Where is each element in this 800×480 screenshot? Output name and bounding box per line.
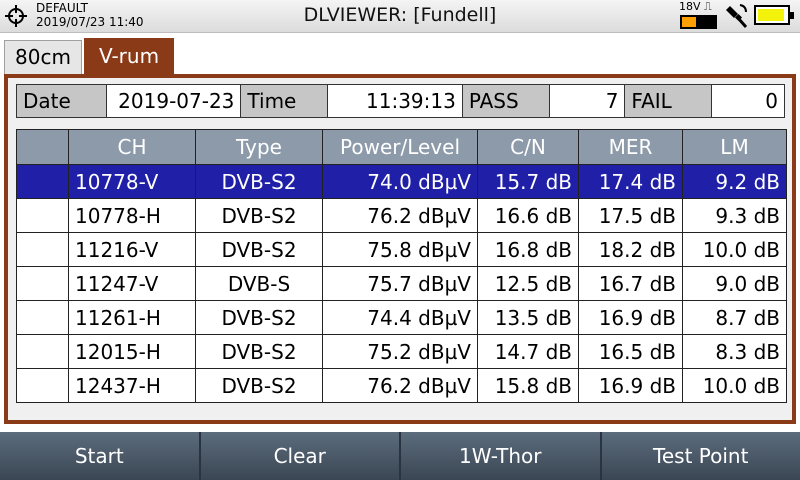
tab-v-rum[interactable]: V-rum (84, 38, 174, 74)
cell-mer: 17.4 dB (578, 164, 683, 199)
cell-type: DVB-S2 (195, 334, 323, 369)
table-row[interactable]: 11216-V DVB-S2 75.8 dBµV 16.8 dB 18.2 dB… (16, 232, 787, 267)
table-row[interactable]: 10778-V DVB-S2 74.0 dBµV 15.7 dB 17.4 dB… (16, 164, 787, 199)
cell-ch: 12015-H (68, 334, 196, 369)
time-label: Time (241, 85, 329, 117)
lnb-voltage: 18V (679, 0, 701, 13)
cell-cn: 15.7 dB (477, 164, 579, 199)
header-type[interactable]: Type (195, 129, 323, 165)
header-cn[interactable]: C/N (477, 129, 579, 165)
row-marker (16, 232, 69, 267)
cell-cn: 13.5 dB (477, 300, 579, 335)
fail-label: FAIL (625, 85, 713, 117)
cell-ch: 11261-H (68, 300, 196, 335)
cell-ch: 11247-V (68, 266, 196, 301)
cell-power: 76.2 dBµV (322, 198, 478, 233)
table-row[interactable]: 12015-H DVB-S2 75.2 dBµV 14.7 dB 16.5 dB… (16, 334, 787, 369)
cell-cn: 15.8 dB (477, 368, 579, 403)
profile-name: DEFAULT (36, 1, 88, 15)
cell-mer: 18.2 dB (578, 232, 683, 267)
cell-mer: 17.5 dB (578, 198, 683, 233)
date-value: 2019-07-23 (106, 85, 242, 117)
header-select-column (16, 129, 69, 165)
lnb-power-indicator (680, 15, 717, 29)
lnb-signal-glyph: ⎍ (704, 0, 712, 13)
table-row[interactable]: 10778-H DVB-S2 76.2 dBµV 16.6 dB 17.5 dB… (16, 198, 787, 233)
test-point-button[interactable]: Test Point (653, 444, 749, 468)
pass-count: 7 (549, 85, 626, 117)
crosshair-icon[interactable] (5, 5, 27, 27)
row-marker (16, 266, 69, 301)
cell-cn: 16.6 dB (477, 198, 579, 233)
lnb-voltage-label: 18V ⎍ (679, 1, 712, 13)
channel-table: CH Type Power/Level C/N MER LM 10778-V D… (16, 129, 787, 403)
status-bar: DEFAULT 2019/07/23 11:40 DLVIEWER: [Fund… (0, 0, 800, 33)
header-ch[interactable]: CH (68, 129, 196, 165)
fail-count: 0 (712, 85, 785, 117)
cell-power: 76.2 dBµV (322, 368, 478, 403)
cell-cn: 12.5 dB (477, 266, 579, 301)
battery-icon (754, 5, 794, 25)
tab-80cm[interactable]: 80cm (4, 40, 82, 74)
app-title: DLVIEWER: [Fundell] (303, 4, 497, 26)
table-row[interactable]: 12437-H DVB-S2 76.2 dBµV 15.8 dB 16.9 dB… (16, 368, 787, 403)
cell-lm: 8.3 dB (682, 334, 787, 369)
datalogger-panel: Date 2019-07-23 Time 11:39:13 PASS 7 FAI… (8, 78, 792, 420)
row-marker (16, 198, 69, 233)
cell-type: DVB-S2 (195, 164, 323, 199)
cell-power: 74.4 dBµV (322, 300, 478, 335)
satellite-icon (726, 4, 748, 28)
cell-lm: 9.3 dB (682, 198, 787, 233)
cell-ch: 12437-H (68, 368, 196, 403)
cell-lm: 9.0 dB (682, 266, 787, 301)
table-row[interactable]: 11247-V DVB-S 75.7 dBµV 12.5 dB 16.7 dB … (16, 266, 787, 301)
row-marker (16, 300, 69, 335)
cell-ch: 10778-V (68, 164, 196, 199)
softkey-bar: Start Clear 1W-Thor Test Point (0, 432, 800, 480)
cell-cn: 14.7 dB (477, 334, 579, 369)
pass-label: PASS (462, 85, 550, 117)
summary-bar: Date 2019-07-23 Time 11:39:13 PASS 7 FAI… (16, 84, 785, 118)
cell-power: 75.8 dBµV (322, 232, 478, 267)
status-datetime: 2019/07/23 11:40 (36, 15, 144, 29)
cell-ch: 10778-H (68, 198, 196, 233)
cell-power: 74.0 dBµV (322, 164, 478, 199)
cell-power: 75.7 dBµV (322, 266, 478, 301)
cell-mer: 16.9 dB (578, 368, 683, 403)
cell-lm: 9.2 dB (682, 164, 787, 199)
row-marker (16, 334, 69, 369)
cell-lm: 8.7 dB (682, 300, 787, 335)
header-mer[interactable]: MER (578, 129, 683, 165)
cell-type: DVB-S2 (195, 198, 323, 233)
table-header-row: CH Type Power/Level C/N MER LM (16, 129, 787, 165)
cell-mer: 16.5 dB (578, 334, 683, 369)
cell-lm: 10.0 dB (682, 368, 787, 403)
cell-type: DVB-S2 (195, 232, 323, 267)
cell-type: DVB-S (195, 266, 323, 301)
row-marker (16, 368, 69, 403)
date-label: Date (17, 85, 107, 117)
cell-ch: 11216-V (68, 232, 196, 267)
satellite-select-button[interactable]: 1W-Thor (401, 432, 602, 480)
cell-lm: 10.0 dB (682, 232, 787, 267)
cell-power: 75.2 dBµV (322, 334, 478, 369)
row-marker (16, 164, 69, 199)
cell-mer: 16.7 dB (578, 266, 683, 301)
header-lm[interactable]: LM (682, 129, 787, 165)
header-power-level[interactable]: Power/Level (322, 129, 478, 165)
time-value: 11:39:13 (328, 85, 463, 117)
datalogger-frame: Date 2019-07-23 Time 11:39:13 PASS 7 FAI… (4, 74, 796, 424)
cell-type: DVB-S2 (195, 368, 323, 403)
table-row[interactable]: 11261-H DVB-S2 74.4 dBµV 13.5 dB 16.9 dB… (16, 300, 787, 335)
start-button[interactable]: Start (0, 432, 201, 480)
cell-type: DVB-S2 (195, 300, 323, 335)
cell-mer: 16.9 dB (578, 300, 683, 335)
clear-button[interactable]: Clear (201, 432, 401, 480)
cell-cn: 16.8 dB (477, 232, 579, 267)
